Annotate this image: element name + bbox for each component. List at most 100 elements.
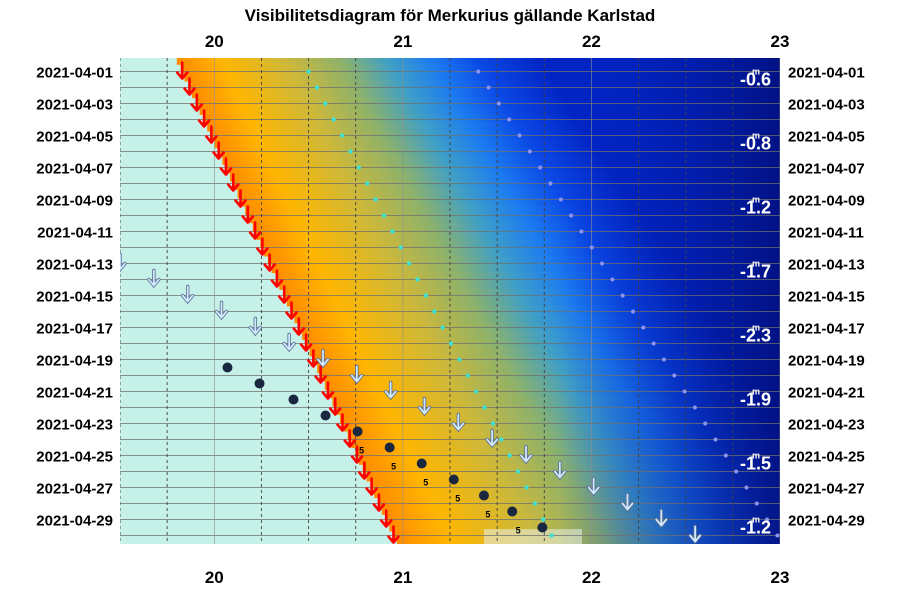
nautical-twilight-point — [517, 133, 522, 138]
civil-twilight-point — [490, 421, 496, 426]
mercury-point — [448, 474, 459, 485]
x-tick-label: 23 — [771, 568, 790, 587]
civil-twilight-point — [348, 149, 353, 154]
sunset-arrow — [183, 77, 196, 96]
x-axis-bottom: 20 21 22 23 — [205, 568, 790, 587]
mercury-set-arrow — [654, 508, 669, 529]
civil-twilight-point — [499, 437, 504, 442]
civil-twilight-point — [465, 373, 471, 378]
civil-twilight-point — [314, 85, 320, 90]
nautical-twilight-point — [713, 437, 718, 442]
y-tick-label: 2021-04-05 — [788, 129, 865, 146]
twilight-strip — [203, 113, 780, 124]
sunset-arrow — [175, 61, 189, 80]
twilight-strip — [283, 288, 780, 299]
magnitude-value: -1.7 — [740, 262, 771, 282]
y-tick-label: 2021-04-23 — [788, 417, 865, 434]
sunset-arrow — [314, 365, 327, 384]
twilight-strip — [401, 547, 782, 556]
sunset-arrow — [321, 381, 335, 400]
sunset-arrow — [299, 333, 313, 352]
nautical-twilight-point — [672, 373, 677, 378]
magnitude-value: -1.9 — [740, 390, 771, 410]
civil-twilight-point — [423, 293, 429, 298]
twilight-strip — [279, 280, 780, 290]
x-tick-label: 23 — [771, 32, 790, 51]
civil-twilight-point — [365, 181, 370, 186]
y-tick-label: 2021-04-29 — [36, 513, 113, 530]
mercury-point — [254, 378, 265, 389]
civil-twilight-point — [339, 133, 345, 138]
sunset-arrow — [270, 269, 284, 288]
civil-twilight-point — [432, 309, 437, 314]
sunset-arrow — [387, 525, 400, 544]
mercury-set-arrow — [586, 476, 601, 497]
civil-twilight-point — [482, 405, 487, 410]
sunset-arrow — [328, 397, 342, 416]
y-tick-label: 2021-04-25 — [36, 449, 113, 466]
x-axis-top: 20 21 22 23 — [205, 32, 790, 51]
x-tick-label: 20 — [205, 32, 224, 51]
twilight-strip — [264, 247, 780, 257]
mercury-point — [352, 426, 363, 437]
altitude-label: 5 — [423, 478, 428, 488]
sunset-arrow — [379, 509, 393, 528]
magnitude-value: -1.5 — [740, 454, 771, 474]
sunset-arrow — [248, 221, 262, 240]
magnitude-value: -0.8 — [740, 134, 771, 154]
magnitude-value: -2.3 — [740, 326, 771, 346]
civil-twilight-point — [331, 117, 336, 122]
nautical-twilight-point — [527, 149, 532, 154]
twilight-strip — [192, 88, 780, 99]
twilight-strip — [226, 163, 780, 174]
chart-title: Visibilitetsdiagram för Merkurius gällan… — [245, 6, 656, 25]
altitude-label: 5 — [455, 494, 460, 504]
civil-twilight-point — [323, 101, 328, 106]
marks: 5 5 5 5 5 5 — [120, 61, 780, 544]
y-tick-label: 2021-04-17 — [36, 321, 113, 338]
y-tick-label: 2021-04-05 — [36, 129, 113, 146]
y-tick-label: 2021-04-15 — [788, 289, 865, 306]
magnitude-labels: -0.6m-0.8m-1.2m-1.7m-2.3m-1.9m-1.5m-1.2m — [740, 67, 771, 538]
mercury-point — [222, 362, 233, 373]
twilight-strip — [336, 405, 780, 415]
sunset-arrow — [350, 445, 364, 464]
civil-twilight-point — [440, 325, 445, 330]
civil-twilight-point — [507, 453, 512, 458]
nautical-twilight-point — [620, 293, 625, 298]
mercury-set-arrow — [553, 460, 567, 481]
twilight-strip — [176, 58, 780, 65]
nautical-twilight-point — [661, 357, 666, 362]
mercury-point — [478, 490, 489, 501]
twilight-strip — [317, 363, 780, 374]
nautical-twilight-point — [558, 197, 563, 202]
twilight-strip — [328, 388, 780, 399]
magnitude-unit: m — [752, 323, 760, 333]
twilight-strip — [180, 63, 780, 74]
altitude-label: 5 — [359, 446, 364, 456]
altitude-label: 5 — [391, 462, 396, 472]
civil-twilight-point — [473, 389, 479, 394]
y-tick-label: 2021-04-17 — [788, 321, 865, 338]
mercury-set-arrow — [485, 428, 499, 449]
y-tick-label: 2021-04-07 — [36, 161, 113, 178]
sunset-arrow — [263, 253, 276, 272]
twilight-strip — [260, 238, 780, 249]
sunset-arrow — [292, 317, 306, 336]
sunset-arrow — [197, 109, 211, 128]
mercury-set-arrow — [316, 348, 330, 369]
mercury-set-arrow — [147, 268, 161, 289]
y-axis-right: 2021-04-01 2021-04-03 2021-04-05 2021-04-07… — [788, 65, 865, 530]
mercury-set-arrow — [417, 396, 432, 417]
mercury-point — [507, 506, 518, 517]
civil-twilight-point — [306, 69, 311, 74]
twilight-strip — [321, 372, 780, 382]
civil-twilight-point — [549, 533, 554, 538]
twilight-strip — [275, 272, 780, 282]
nautical-twilight-point — [476, 69, 481, 74]
magnitude-value: -1.2 — [740, 198, 771, 218]
twilight-strip — [245, 205, 780, 215]
mercury-set-arrow — [120, 252, 127, 273]
sunset-arrow — [205, 125, 218, 144]
